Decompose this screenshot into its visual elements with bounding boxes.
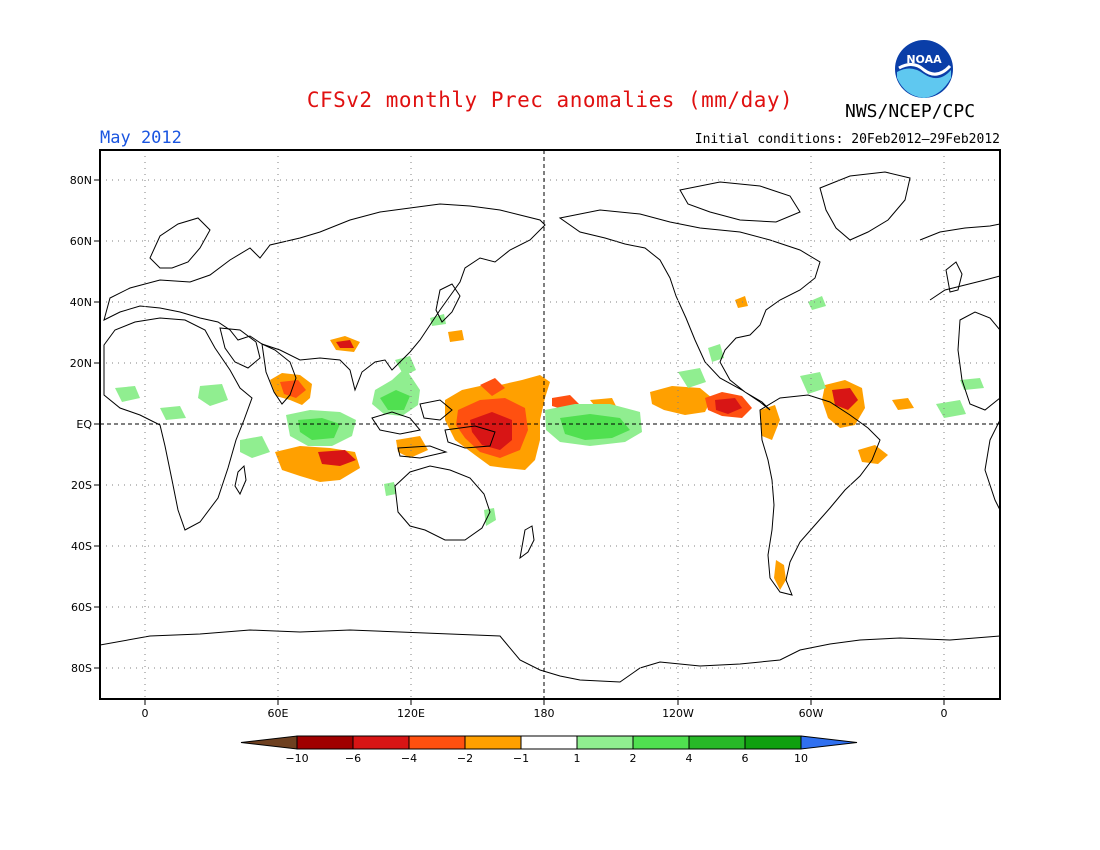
lon-label: 0 <box>142 707 149 720</box>
colorbar-box <box>296 735 354 750</box>
colorbar-box <box>352 735 410 750</box>
colorbar-box <box>632 735 690 750</box>
colorbar-box <box>408 735 466 750</box>
colorbar-box <box>520 735 578 750</box>
lat-lon-grid <box>100 150 1000 699</box>
colorbar-box <box>688 735 746 750</box>
colorbar-label: 6 <box>742 752 749 765</box>
noaa-logo: NOAA <box>893 38 955 104</box>
colorbar-label: −2 <box>457 752 473 765</box>
noaa-logo-icon: NOAA <box>895 40 953 98</box>
colorbar-labels: −10 −6 −4 −2 −1 1 2 4 6 10 <box>285 752 808 765</box>
colorbar-label: 1 <box>574 752 581 765</box>
lat-label: 60N <box>70 235 92 248</box>
colorbar-arrow-low <box>240 735 298 750</box>
negative-anomalies <box>270 296 914 590</box>
lon-label: 60W <box>799 707 824 720</box>
lon-label: 60E <box>268 707 289 720</box>
chart-title: CFSv2 monthly Prec anomalies (mm/day) <box>306 88 794 112</box>
noaa-logo-text: NOAA <box>906 53 942 66</box>
lat-label: 80N <box>70 174 92 187</box>
lat-label: 20N <box>70 357 92 370</box>
lat-label: 40N <box>70 296 92 309</box>
colorbar <box>240 735 858 750</box>
positive-anomalies <box>115 296 984 526</box>
lon-label: 120W <box>662 707 694 720</box>
colorbar-label: −6 <box>345 752 361 765</box>
lat-labels: 80N 60N 40N 20N EQ 20S 40S 60S 80S <box>70 174 93 675</box>
initial-conditions: Initial conditions: 20Feb2012–29Feb2012 <box>694 132 1000 147</box>
valid-month: May 2012 <box>100 128 182 148</box>
colorbar-label: −10 <box>285 752 308 765</box>
lon-label: 120E <box>397 707 425 720</box>
lat-label: 40S <box>71 540 92 553</box>
colorbar-label: 4 <box>686 752 693 765</box>
colorbar-arrow-high <box>800 735 858 750</box>
colorbar-box <box>576 735 634 750</box>
colorbar-box <box>464 735 522 750</box>
colorbar-label: 10 <box>794 752 808 765</box>
coastlines <box>100 171 1000 683</box>
colorbar-label: 2 <box>630 752 637 765</box>
lon-label: 180 <box>534 707 555 720</box>
lon-label: 0 <box>941 707 948 720</box>
lon-labels: 0 60E 120E 180 120W 60W 0 <box>142 707 948 720</box>
lat-label: EQ <box>76 418 92 431</box>
lat-label: 20S <box>71 479 92 492</box>
reference-lines <box>100 150 1000 699</box>
colorbar-box <box>744 735 802 750</box>
lat-label: 60S <box>71 601 92 614</box>
agency-label: NWS/NCEP/CPC <box>845 101 976 122</box>
lat-label: 80S <box>71 662 92 675</box>
tick-marks <box>94 179 945 705</box>
colorbar-label: −4 <box>401 752 417 765</box>
anomaly-shading <box>115 296 984 590</box>
colorbar-label: −1 <box>513 752 529 765</box>
